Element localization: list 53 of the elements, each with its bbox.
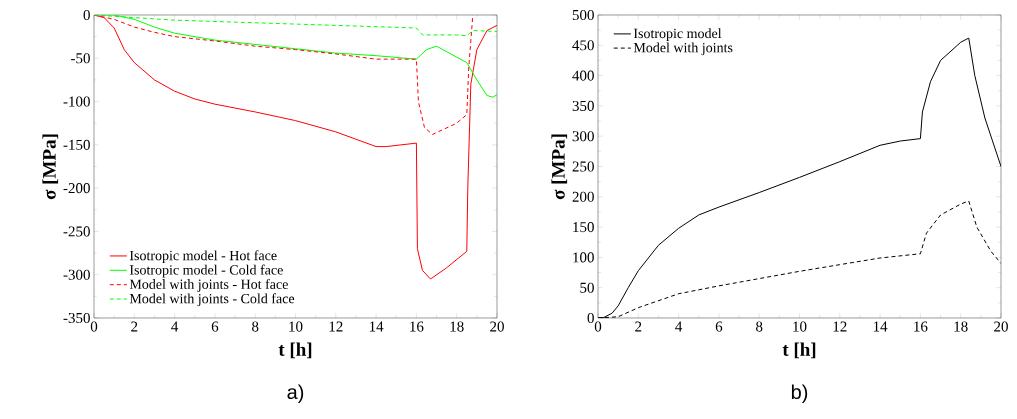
text: a) [287, 384, 304, 404]
legend-label: Isotropic model - Hot face [129, 250, 277, 264]
y-tick-label: 100 [573, 252, 594, 263]
y-tick-label: 250 [572, 161, 594, 172]
x-tick-label: 14 [369, 321, 384, 332]
x-tick-label: 10 [793, 321, 807, 332]
y-tick-label: 400 [572, 70, 594, 81]
y-axis-title: σ [MPa] [42, 134, 59, 200]
x-tick-label: 16 [914, 321, 928, 332]
y-tick-label: -150 [63, 139, 90, 150]
x-tick-label: 2 [635, 321, 642, 332]
x-tick-label: 16 [410, 321, 424, 332]
x-tick-label: 20 [994, 321, 1008, 332]
y-tick-label: 200 [572, 191, 594, 202]
legend-label: Model with joints - Cold face [129, 293, 295, 307]
y-tick-label: 150 [573, 222, 594, 233]
y-tick-label: -350 [63, 312, 90, 324]
x-tick-label: 6 [211, 321, 219, 332]
x-tick-label: 8 [252, 321, 259, 332]
x-tick-label: 20 [490, 321, 504, 332]
x-tick-label: 10 [289, 321, 303, 332]
x-tick-label: 8 [756, 321, 763, 332]
text: b) [791, 384, 808, 404]
y-tick-label: -100 [63, 96, 90, 107]
x-tick-label: 18 [954, 321, 968, 332]
x-tick-label: 4 [675, 321, 683, 332]
x-tick-label: 12 [329, 321, 343, 332]
y-tick-label: 300 [572, 131, 594, 142]
legend-label: Model with joints [633, 42, 733, 56]
y-axis-title: σ [MPa] [551, 134, 568, 200]
y-tick-label: 450 [572, 40, 594, 51]
legend-label: Model with joints - Hot face [129, 278, 288, 292]
y-tick-label: 350 [572, 100, 594, 111]
x-tick-label: 12 [833, 321, 847, 332]
legend-label: Isotropic model [633, 28, 722, 41]
x-tick-label: 18 [450, 321, 464, 332]
y-tick-label: 0 [83, 9, 90, 21]
y-tick-label: -250 [63, 226, 90, 237]
x-tick-label: 0 [90, 321, 98, 332]
y-tick-label: -300 [63, 269, 90, 280]
x-tick-label: 4 [171, 321, 179, 332]
y-tick-label: 500 [572, 9, 594, 21]
y-tick-label: 0 [587, 312, 594, 324]
legend-label: Isotropic model - Cold face [129, 264, 283, 278]
y-tick-label: 50 [580, 282, 594, 293]
x-axis-title: t [h] [782, 342, 816, 359]
y-tick-label: -50 [71, 53, 90, 64]
y-tick-label: -200 [63, 183, 90, 194]
x-tick-label: 6 [715, 321, 723, 332]
x-tick-label: 14 [873, 321, 888, 332]
x-tick-label: 2 [131, 321, 138, 332]
x-axis-title: t [h] [278, 342, 312, 359]
x-tick-label: 0 [594, 321, 602, 332]
